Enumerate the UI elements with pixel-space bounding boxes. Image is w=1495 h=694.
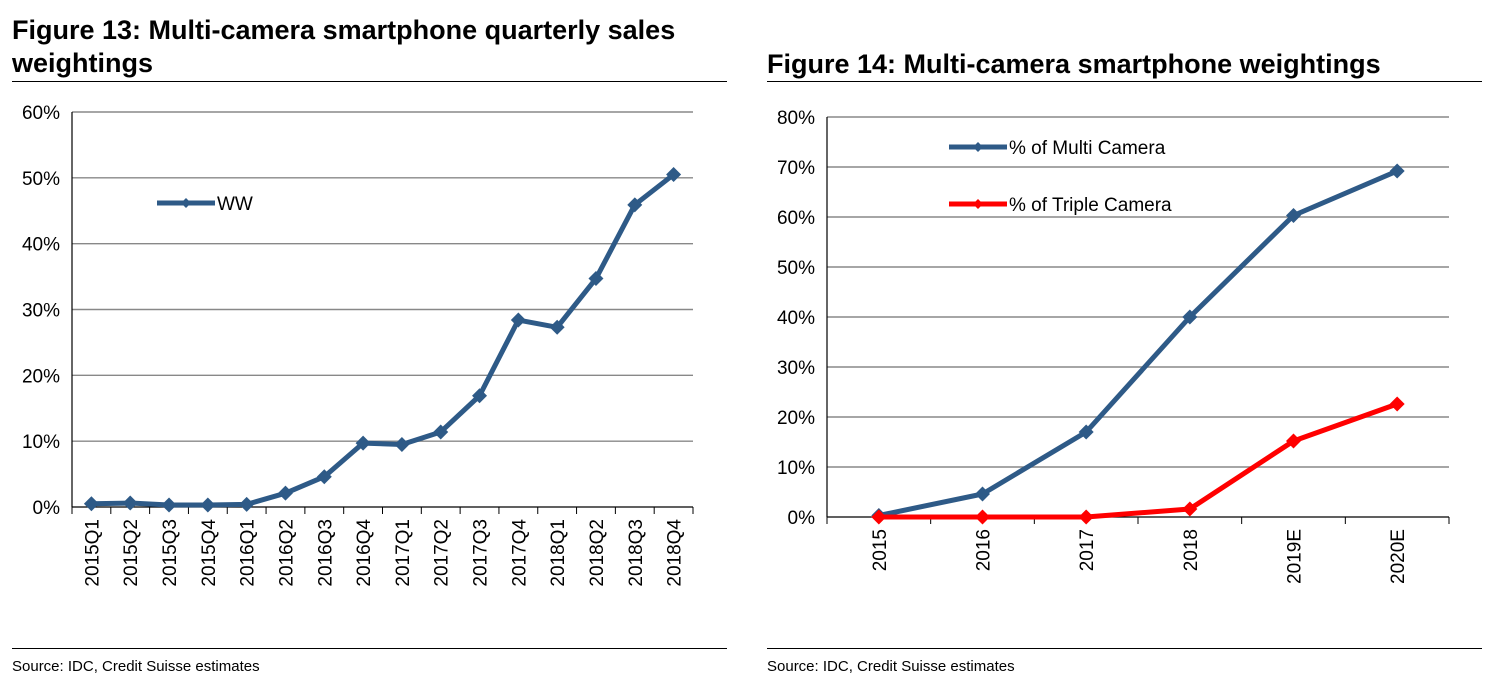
x-tick-label: 2015Q4	[199, 519, 220, 587]
y-tick-label: 30%	[22, 301, 60, 322]
x-tick-label: 2015Q2	[121, 519, 142, 587]
source-rule	[12, 648, 727, 649]
x-tick-label: 2019E	[1285, 529, 1306, 584]
x-tick-label: 2016Q3	[315, 519, 336, 587]
data-point	[975, 509, 990, 525]
legend-label: % of Multi Camera	[1009, 138, 1166, 159]
legend-label: WW	[217, 194, 253, 215]
data-point	[394, 436, 410, 452]
x-tick-label: 2017	[1077, 529, 1098, 571]
x-tick-label: 2018Q3	[626, 519, 647, 587]
y-tick-label: 50%	[777, 258, 815, 279]
data-point	[510, 312, 526, 328]
series-line	[91, 172, 676, 508]
x-tick-label: 2017Q2	[432, 519, 453, 587]
data-point	[549, 319, 565, 335]
figure-13-chart: 0% 10% 20% 30% 40% 50% 60% 2015Q1 2015Q2 2015Q3 20…	[22, 103, 694, 587]
legend-marker	[973, 199, 983, 209]
y-tick-label: 10%	[777, 458, 815, 479]
legend-marker	[973, 142, 983, 152]
figure-14-panel: Figure 14: Multi-camera smartphone weigh…	[755, 0, 1495, 694]
figure-13-source: Source: IDC, Credit Suisse estimates	[12, 658, 260, 675]
x-tick-label: 2015Q3	[160, 519, 181, 587]
y-tick-label: 30%	[777, 358, 815, 379]
data-point	[1182, 309, 1198, 325]
x-tick-label: 2017Q3	[471, 519, 492, 587]
x-tick-label: 2020E	[1388, 529, 1409, 584]
legend-label: % of Triple Camera	[1009, 195, 1172, 216]
data-point	[1078, 509, 1094, 525]
y-tick-label: 40%	[22, 235, 60, 256]
figure-14-source: Source: IDC, Credit Suisse estimates	[767, 658, 1015, 675]
data-point	[277, 485, 293, 501]
x-tick-label: 2018Q1	[548, 519, 569, 587]
data-point	[122, 495, 138, 511]
data-point	[1389, 163, 1405, 179]
x-tick-label: 2018	[1181, 529, 1202, 571]
y-tick-label: 80%	[777, 108, 815, 129]
x-tick-label: 2017Q4	[509, 519, 530, 587]
data-point	[1182, 501, 1198, 517]
source-rule	[767, 648, 1482, 649]
data-point	[588, 271, 604, 287]
data-point	[871, 509, 887, 525]
x-tick-label: 2018Q4	[665, 519, 686, 587]
x-tick-label: 2016	[974, 529, 995, 571]
data-point	[975, 486, 990, 502]
data-point	[83, 496, 99, 512]
y-tick-label: 0%	[788, 508, 816, 529]
data-point	[433, 424, 449, 440]
data-point	[1286, 208, 1301, 223]
x-tick-label: 2016Q2	[276, 519, 297, 587]
x-tick-label: 2018Q2	[587, 519, 608, 587]
title-rule	[12, 81, 727, 82]
y-tick-label: 50%	[22, 169, 60, 190]
x-tick-label: 2016Q1	[238, 519, 259, 587]
figure-14-title: Figure 14: Multi-camera smartphone weigh…	[767, 49, 1381, 79]
x-tick-label: 2017Q1	[393, 519, 414, 587]
legend-marker	[181, 198, 191, 208]
data-point	[666, 167, 682, 183]
data-point	[1078, 424, 1094, 440]
figure-13-title: Figure 13: Multi-camera smartphone quart…	[12, 15, 676, 78]
series-line	[878, 168, 1399, 518]
data-point	[627, 197, 643, 213]
y-tick-label: 60%	[777, 208, 815, 229]
y-tick-label: 40%	[777, 308, 815, 329]
data-point	[239, 496, 255, 512]
x-tick-label: 2015Q1	[82, 519, 103, 587]
y-tick-label: 70%	[777, 158, 815, 179]
y-tick-label: 0%	[33, 498, 61, 519]
y-tick-label: 10%	[22, 432, 60, 453]
y-tick-label: 20%	[777, 408, 815, 429]
data-point	[472, 388, 488, 404]
figure-14-chart: 0% 10% 20% 30% 40% 50% 60% 70% 80% 2015 2016 2017 20…	[777, 108, 1450, 584]
x-tick-label: 2015	[870, 529, 891, 571]
data-point	[316, 469, 332, 485]
title-rule	[767, 81, 1482, 82]
y-tick-label: 60%	[22, 103, 60, 124]
data-point	[1389, 396, 1405, 412]
data-point	[1286, 433, 1301, 449]
figure-13-panel: Figure 13: Multi-camera smartphone quart…	[0, 0, 740, 694]
series-line	[878, 401, 1399, 520]
y-tick-label: 20%	[22, 366, 60, 387]
x-tick-label: 2016Q4	[354, 519, 375, 587]
data-point	[161, 497, 177, 513]
data-point	[200, 497, 216, 513]
data-point	[355, 435, 371, 451]
